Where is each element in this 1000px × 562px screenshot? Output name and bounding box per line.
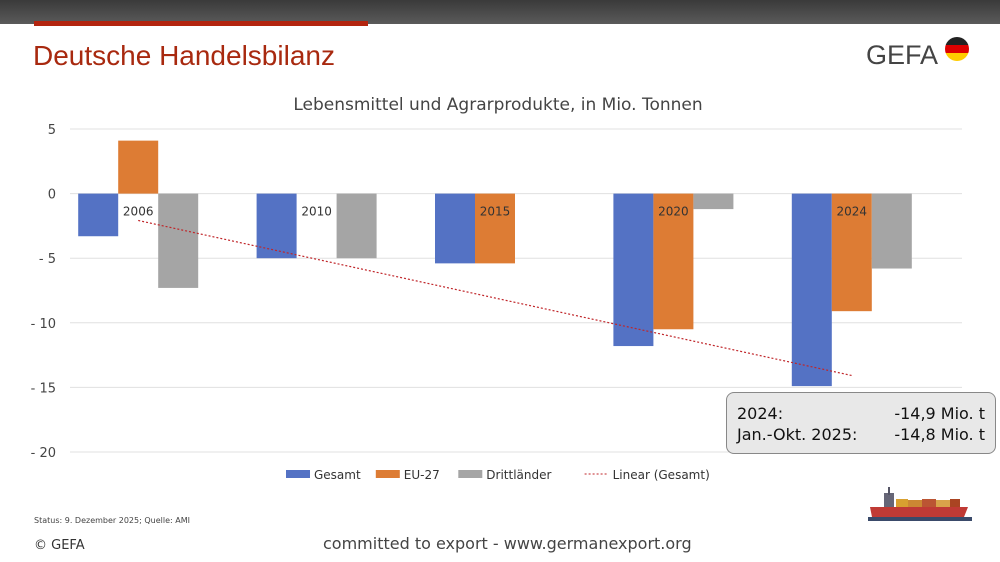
bar-eu-27 [831,193,872,312]
bar-drittländer [336,193,377,259]
page-title: Deutsche Handelsbilanz [33,40,335,71]
status-note: Status: 9. Dezember 2025; Quelle: AMI [34,516,190,525]
category-label: 2024 [837,205,868,219]
callout-value: -14,8 Mio. t [894,425,985,444]
bar-gesamt [256,193,297,259]
legend-label: Linear (Gesamt) [613,468,710,482]
legend-swatch [286,470,310,478]
copyright: © GEFA [34,538,85,553]
y-tick-label: - 10 [31,317,56,332]
chart-title: Lebensmittel und Agrarprodukte, in Mio. … [293,95,702,115]
german-flag-ball-icon [945,37,969,61]
y-tick-label: - 15 [31,381,56,396]
bar-eu-27 [653,193,694,330]
legend-label: EU-27 [404,468,440,482]
gefa-logo: GEFA [866,40,939,70]
y-tick-label: - 20 [31,446,56,461]
y-tick-label: 5 [48,123,56,138]
top-bar [0,0,1000,24]
callout-label: 2024: [737,404,784,423]
callout-row: 2024: -14,9 Mio. t [737,403,985,424]
legend-label: Drittländer [486,468,551,482]
callout-row: Jan.-Okt. 2025: -14,8 Mio. t [737,424,985,445]
bar-drittländer [158,193,199,288]
trendline [138,219,852,377]
bar-eu-27 [475,193,515,264]
category-label: 2020 [658,205,689,219]
callout-box: 2024: -14,9 Mio. t Jan.-Okt. 2025: -14,8 M… [726,392,996,454]
bar-eu-27 [118,140,159,194]
legend-swatch [375,470,400,478]
bar-drittländer [693,193,734,210]
legend-swatch [458,470,483,478]
container-ship-icon [868,487,972,521]
category-label: 2006 [123,205,154,219]
bar-drittländer [871,193,912,269]
callout-label: Jan.-Okt. 2025: [737,425,858,444]
y-tick-label: 0 [48,188,56,203]
bar-gesamt [78,193,119,237]
legend-label: Gesamt [314,468,361,482]
bar-gesamt [435,193,475,264]
callout-value: -14,9 Mio. t [894,404,985,423]
bar-gesamt [613,193,654,347]
y-tick-label: - 5 [39,252,56,267]
accent-line [34,21,368,26]
tagline: committed to export - www.germanexport.o… [323,534,692,553]
category-label: 2010 [301,205,332,219]
category-label: 2015 [480,205,511,219]
bar-gesamt [791,193,832,387]
